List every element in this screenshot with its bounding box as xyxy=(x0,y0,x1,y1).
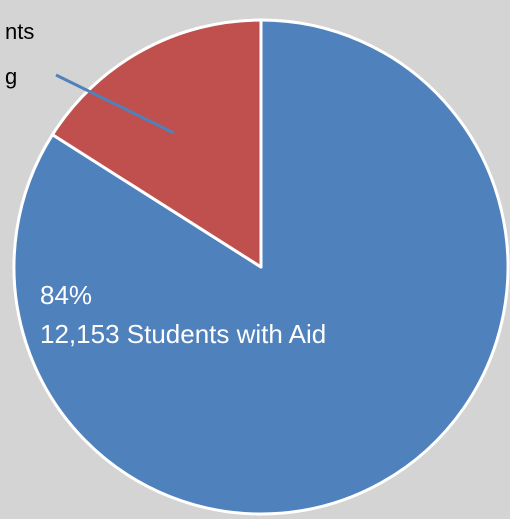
pie-slice-other-students xyxy=(50,18,263,269)
aid-slice-percent-label: 84% xyxy=(40,280,92,310)
leader-line xyxy=(55,73,175,135)
other-slice-label-line-2: g xyxy=(5,64,17,89)
other-slice-label-line-1: nts xyxy=(5,19,34,44)
aid-slice-count-label: 12,153 Students with Aid xyxy=(40,319,326,349)
